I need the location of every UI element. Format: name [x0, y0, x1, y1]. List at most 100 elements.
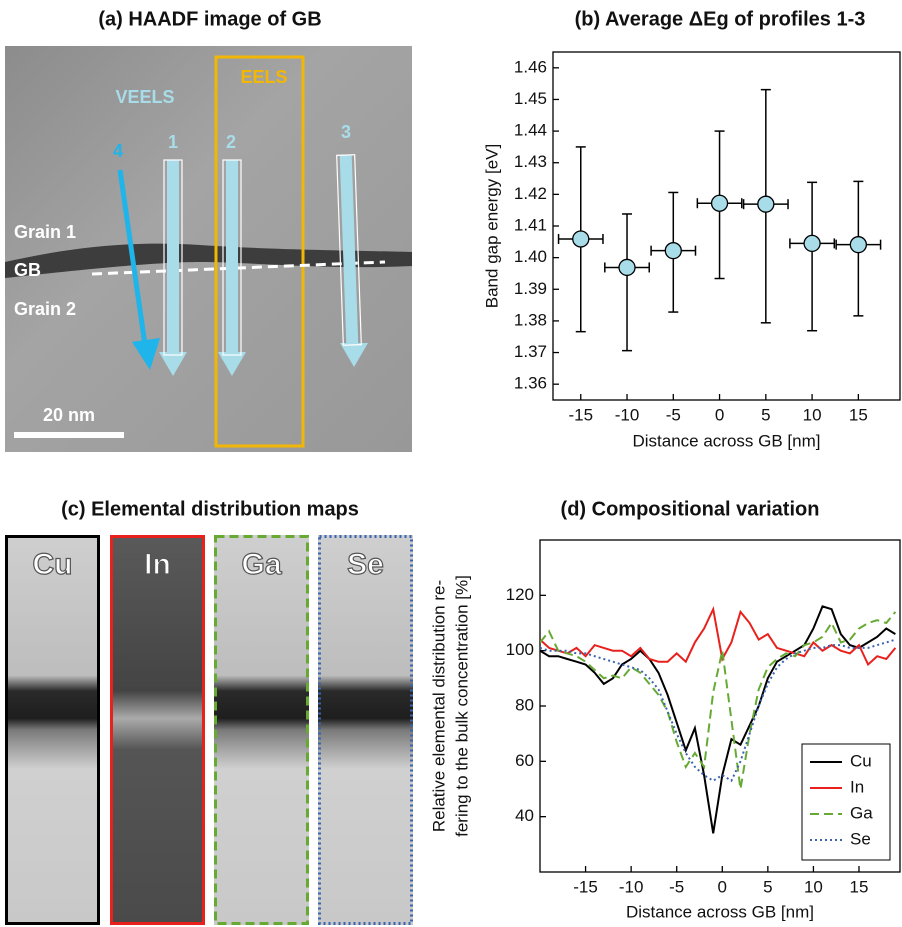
- x-axis-label: Distance across GB [nm]: [626, 902, 814, 921]
- y-tick-label: 80: [515, 695, 534, 714]
- x-tick-label: 10: [804, 877, 823, 896]
- scale-label: 20 nm: [43, 405, 95, 425]
- y-tick-label: 60: [515, 751, 534, 770]
- y-tick-label: 1.42: [514, 184, 547, 203]
- chart-title: (b) Average ΔEg of profiles 1-3: [575, 8, 866, 30]
- point: [849, 236, 868, 254]
- point: [710, 194, 729, 212]
- legend-label: Ga: [850, 803, 873, 822]
- panel-title: (c) Elemental distribution maps: [61, 498, 359, 520]
- x-tick-label: 10: [803, 405, 822, 424]
- profile-label: 2: [226, 132, 236, 152]
- map-frame: [110, 535, 205, 925]
- plot-frame: [552, 51, 901, 401]
- panel-a: (a) HAADF image of GB VEELS EELS 1 2 3 4…: [5, 8, 412, 452]
- element-map: [214, 535, 309, 925]
- profile-arrows: [159, 154, 368, 376]
- grain-boundary: [5, 243, 412, 278]
- y-axis-label: Relative elemental distribution re-: [429, 580, 448, 832]
- chart-title: (d) Compositional variation: [561, 498, 820, 520]
- panel-title: (a) HAADF image of GB: [98, 8, 321, 30]
- element-map: [5, 535, 100, 925]
- y-tick-label: 1.39: [514, 279, 547, 298]
- legend-label: Cu: [850, 751, 872, 770]
- element-map: [110, 535, 205, 925]
- series-line: [540, 605, 896, 834]
- profile-label: 4: [113, 141, 123, 161]
- map-frame: [5, 535, 100, 925]
- y-tick-label: 1.40: [514, 247, 547, 266]
- y-tick-label: 1.41: [514, 215, 547, 234]
- eels-box: [214, 55, 305, 448]
- x-tick-label: -15: [573, 877, 598, 896]
- y-tick-label: 1.36: [514, 374, 547, 393]
- box: [336, 154, 362, 346]
- legend: Cu In Ga Se: [801, 743, 891, 861]
- panel-c: (c) Elemental distribution maps Cu In Ga Se: [5, 498, 413, 925]
- x-tick-label: -5: [669, 877, 684, 896]
- x-tick-label: -10: [619, 877, 644, 896]
- y-axis-label: Band gap energy [eV]: [482, 144, 501, 308]
- arrow-shaft: [167, 160, 179, 356]
- point: [664, 242, 682, 260]
- gb-line: [91, 260, 386, 276]
- plot-area: [540, 605, 897, 834]
- point: [757, 195, 775, 213]
- y-tick-label: 1.45: [514, 89, 547, 108]
- x-tick-label: 0: [715, 405, 724, 424]
- arrow-head: [132, 338, 160, 370]
- x-tick-label: -5: [666, 405, 681, 424]
- veels-label: VEELS: [115, 87, 174, 107]
- point: [803, 234, 821, 253]
- series-line: [540, 605, 897, 667]
- arrow-shaft: [339, 154, 359, 346]
- x-tick-label: 15: [850, 877, 869, 896]
- charts: (b) Average ΔEg of profiles 1-3 1.36 1.37 1…: [429, 8, 901, 921]
- x-tick-label: 0: [718, 877, 727, 896]
- x-tick-label: 5: [763, 877, 772, 896]
- box: [163, 159, 183, 356]
- series-line: [540, 638, 896, 783]
- y-tick-label: 40: [515, 806, 534, 825]
- eels-label: EELS: [240, 67, 287, 87]
- arrow-shaft: [226, 160, 238, 356]
- y-tick-label: 1.37: [514, 342, 547, 361]
- arrow-head: [159, 352, 187, 376]
- y-tick-label: 1.46: [514, 57, 547, 76]
- map-label: Se: [347, 548, 384, 581]
- arrow-4: [117, 169, 148, 346]
- x-tick-label: 5: [761, 405, 770, 424]
- scale-bar: [14, 432, 124, 438]
- y-tick-label: 1.44: [514, 121, 547, 140]
- point: [618, 258, 636, 277]
- y-tick-label: 120: [506, 585, 534, 604]
- map-label: Cu: [33, 548, 73, 581]
- plot-area: [557, 88, 882, 352]
- profile-boxes: [163, 154, 362, 356]
- box: [222, 159, 242, 356]
- map-frame: [214, 535, 309, 925]
- profile-label: 1: [168, 132, 178, 152]
- grain-label: Grain 2: [14, 299, 76, 319]
- series-line: [540, 611, 897, 790]
- x-axis-label: Distance across GB [nm]: [632, 431, 820, 450]
- y-tick-label: 100: [506, 640, 534, 659]
- map-label: Ga: [241, 548, 281, 581]
- x-tick-label: 15: [849, 405, 868, 424]
- arrow-head: [218, 352, 246, 376]
- legend-label: Se: [850, 829, 871, 848]
- arrow-head: [340, 343, 368, 367]
- point: [572, 230, 590, 248]
- y-tick-label: 1.43: [514, 152, 547, 171]
- x-tick-label: -10: [615, 405, 640, 424]
- grain-label: GB: [14, 260, 41, 280]
- x-tick-label: -15: [568, 405, 593, 424]
- grain-label: Grain 1: [14, 222, 76, 242]
- element-map: [318, 535, 413, 925]
- legend-label: In: [850, 777, 864, 796]
- map-label: In: [144, 548, 171, 581]
- y-tick-label: 1.38: [514, 310, 547, 329]
- map-frame: [318, 535, 413, 925]
- y-axis-label: fering to the bulk concentration [%]: [452, 575, 471, 837]
